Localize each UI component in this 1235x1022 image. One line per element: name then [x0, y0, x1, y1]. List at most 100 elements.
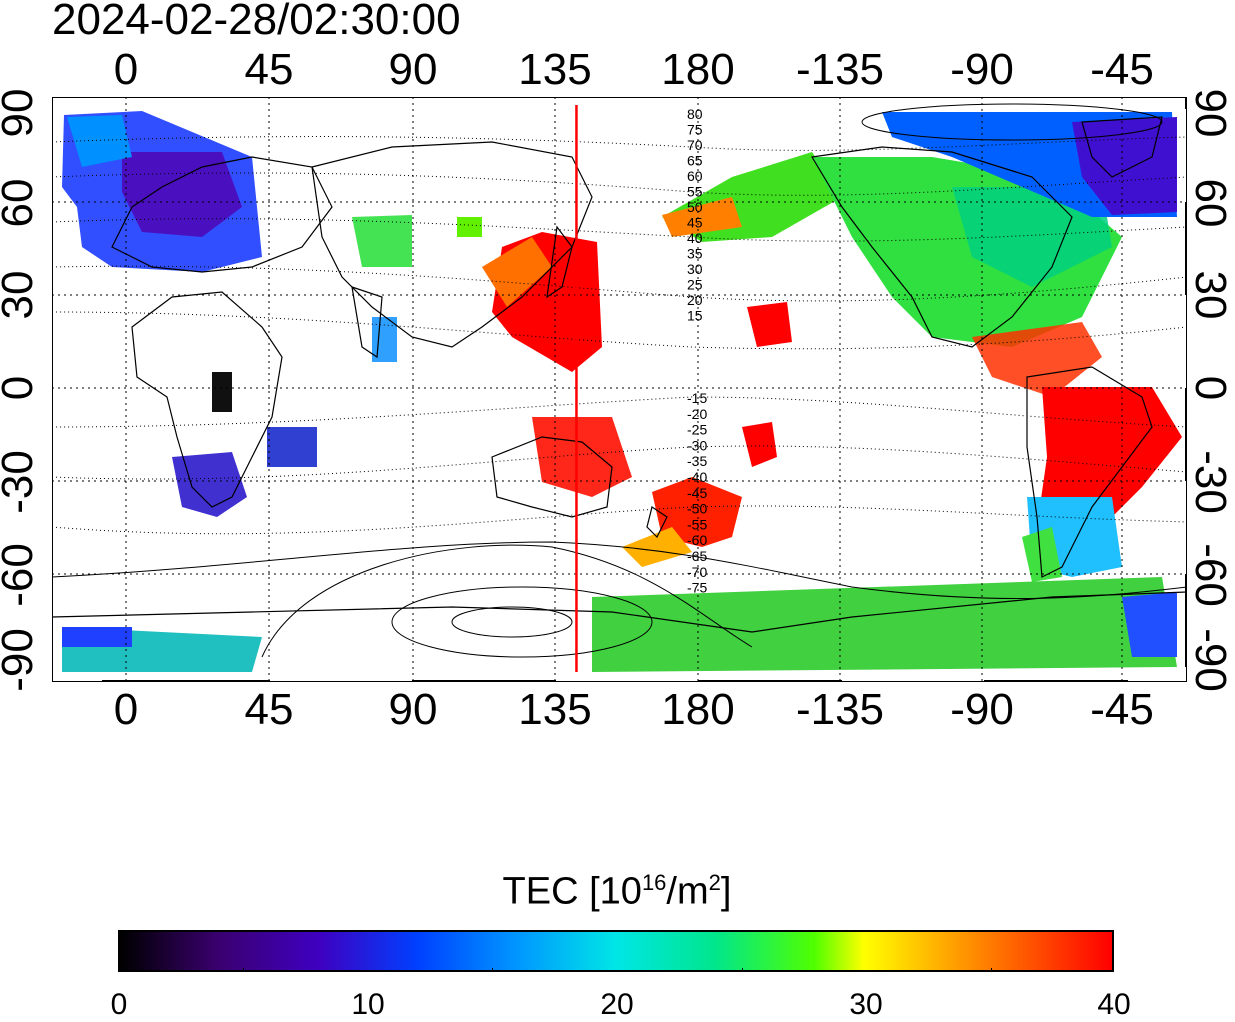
contour-label: -70 — [687, 564, 707, 580]
colorbar-tick: 30 — [849, 988, 883, 1021]
tec-region-southern-africa — [172, 452, 247, 517]
coast-antarctica — [52, 591, 1187, 633]
contour-label: -65 — [687, 548, 707, 564]
x-tick-top: 135 — [518, 45, 592, 94]
tec-region-nz-tail — [622, 527, 692, 567]
y-tick-right: -30 — [1186, 450, 1235, 514]
x-tick-top: -90 — [950, 45, 1014, 94]
contour-label: 15 — [687, 308, 703, 324]
x-tick-top: 45 — [244, 45, 294, 94]
y-tick-left: 60 — [0, 178, 42, 228]
contour-label: 75 — [687, 122, 703, 138]
coast-europe — [111, 156, 333, 273]
contour-label: -45 — [687, 485, 707, 501]
contour-label: 55 — [687, 184, 703, 200]
coast-asia — [311, 141, 593, 348]
colorbar-tick: 0 — [110, 988, 128, 1021]
contour-label: 60 — [687, 168, 703, 184]
tec-region-antarctica — [592, 577, 1177, 672]
tec-region-europe-core — [122, 152, 242, 237]
contour-label: -30 — [687, 437, 707, 453]
x-tick-bottom: -45 — [1090, 685, 1154, 734]
y-tick-left: -30 — [0, 450, 42, 514]
tec-region-scatter-3 — [212, 372, 232, 412]
colorbar-minor-tick — [492, 968, 493, 972]
tec-region-australia-north — [532, 417, 632, 497]
coastlines — [52, 116, 1187, 633]
y-tick-right: 60 — [1186, 178, 1235, 228]
contour-label: -20 — [687, 406, 707, 422]
contour-label: 45 — [687, 215, 703, 231]
tec-region-greenland — [1072, 117, 1177, 215]
coast-japan — [546, 225, 573, 299]
contour-label: -40 — [687, 469, 707, 485]
x-tick-bottom: 180 — [661, 685, 735, 734]
x-tick-top: 180 — [661, 45, 735, 94]
contour-label: 40 — [687, 230, 703, 246]
coast-nz — [646, 506, 668, 539]
x-tick-top: 90 — [388, 45, 438, 94]
tec-region-antarctica-east — [1122, 592, 1177, 657]
y-tick-left: 0 — [0, 376, 42, 400]
contour-label: -75 — [687, 580, 707, 596]
y-tick-left: 90 — [0, 88, 42, 138]
frame-tick-bars — [52, 97, 1187, 682]
tec-region-na-east — [952, 187, 1112, 287]
y-tick-right: -90 — [1186, 628, 1235, 692]
contour-label: 20 — [687, 292, 703, 308]
y-tick-left: 30 — [0, 270, 42, 320]
tec-region-central-america — [972, 322, 1102, 397]
tec-region-pacific — [742, 422, 777, 467]
x-tick-top: 0 — [113, 45, 139, 94]
contour-label: -50 — [687, 501, 707, 517]
colorbar-title: TEC [1016/m2] — [502, 870, 732, 913]
contour-label: 80 — [687, 106, 703, 122]
contour-label: -55 — [687, 516, 707, 532]
x-tick-bottom: 90 — [388, 685, 438, 734]
tec-region-hawaii — [747, 302, 792, 347]
tec-region-sa-tip — [1022, 527, 1062, 582]
colorbar-minor-tick — [243, 968, 244, 972]
tec-region-scatter-1 — [457, 217, 482, 237]
contour-label: 65 — [687, 153, 703, 169]
contour-label: -15 — [687, 390, 707, 406]
colorbar-gradient — [118, 930, 1114, 972]
x-tick-bottom: -135 — [795, 685, 885, 734]
coast-india — [351, 286, 383, 359]
tec-region-antarctica-west-blue — [62, 627, 132, 647]
tec-region-europe-west — [67, 115, 132, 167]
coast-south-america — [1026, 366, 1153, 578]
y-tick-left: -60 — [0, 543, 42, 607]
contour-label: -25 — [687, 422, 707, 438]
y-tick-right: 30 — [1186, 270, 1235, 320]
y-tick-right: 0 — [1186, 375, 1235, 401]
x-tick-bottom: -90 — [950, 685, 1014, 734]
tec-region-scatter-4 — [267, 427, 317, 467]
coast-north-america — [811, 146, 1073, 348]
timestamp-title: 2024-02-28/02:30:00 — [52, 0, 461, 44]
contour-label: 70 — [687, 137, 703, 153]
tec-region-alaska-edge — [662, 197, 742, 237]
tec-region-nz — [652, 477, 742, 547]
tec-region-middle-east — [352, 215, 412, 267]
x-tick-top: -45 — [1090, 45, 1154, 94]
contour-label: 30 — [687, 261, 703, 277]
x-tick-bottom: 45 — [244, 685, 294, 734]
coast-australia — [491, 436, 613, 518]
colorbar-minor-tick — [742, 968, 743, 972]
contour-label: 35 — [687, 246, 703, 262]
tec-region-scatter-2 — [372, 317, 397, 362]
y-tick-right: -60 — [1186, 543, 1235, 607]
coast-greenland — [1081, 116, 1163, 178]
x-tick-top: -135 — [795, 45, 885, 94]
y-tick-left: -90 — [0, 628, 42, 692]
x-tick-bottom: 135 — [518, 685, 592, 734]
colorbar-tick: 10 — [351, 988, 385, 1021]
contour-label: -60 — [687, 532, 707, 548]
coast-africa — [131, 291, 283, 508]
colorbar-minor-tick — [991, 968, 992, 972]
tec-region-japan-edge — [482, 237, 552, 307]
contour-label: 25 — [687, 277, 703, 293]
